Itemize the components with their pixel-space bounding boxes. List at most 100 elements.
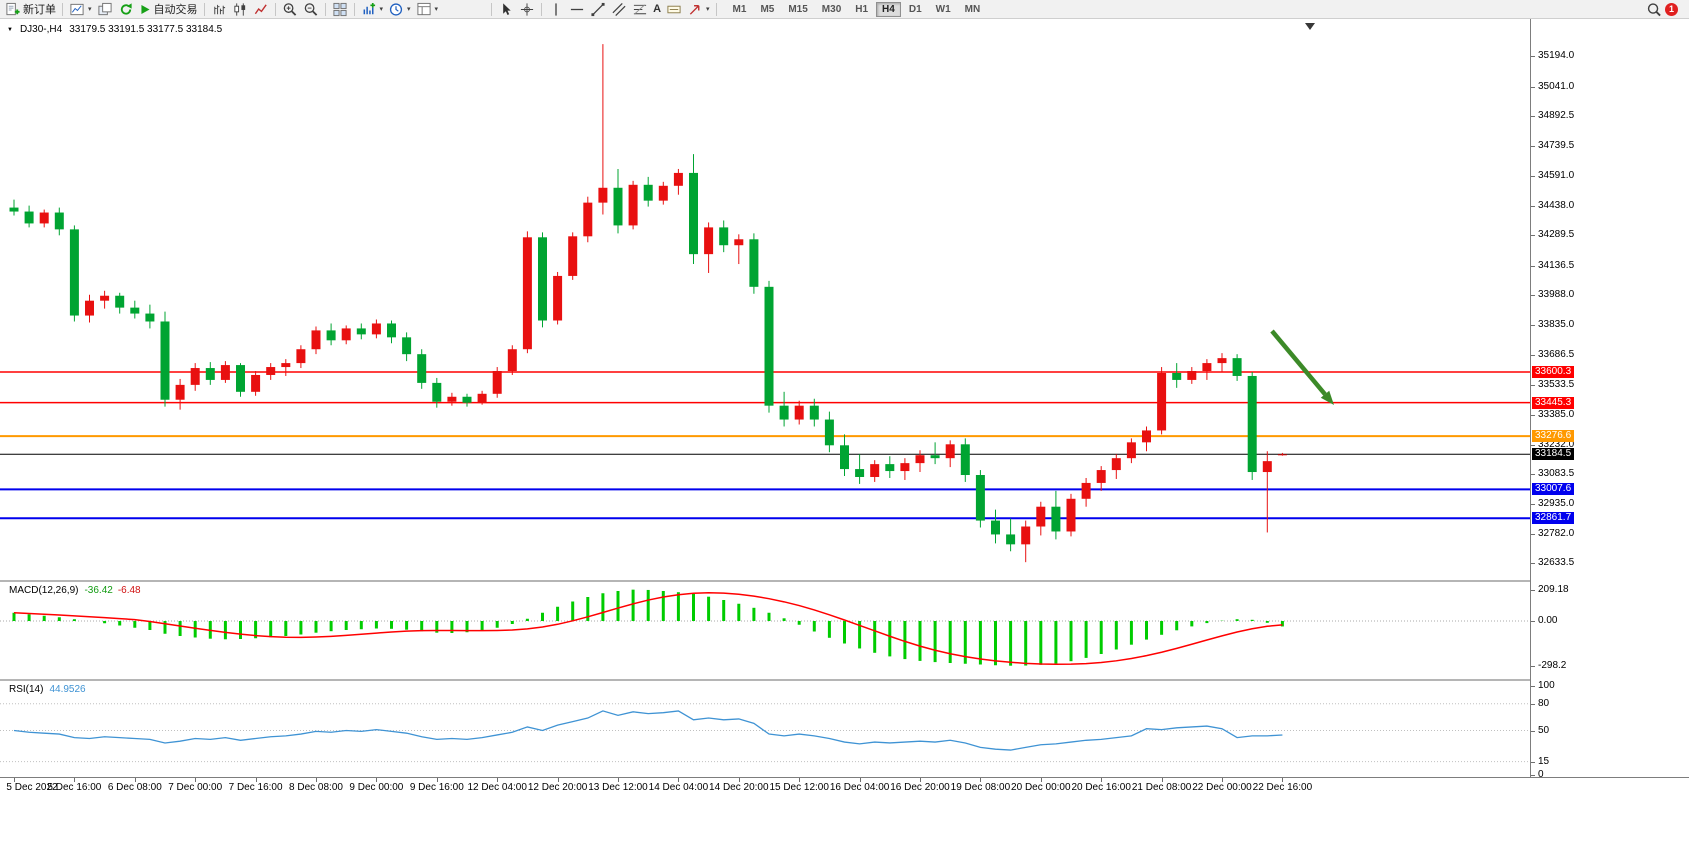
line-chart-button[interactable] xyxy=(251,1,271,18)
price-tick-label: 32935.0 xyxy=(1538,497,1575,509)
timeframe-w1-button[interactable]: W1 xyxy=(930,2,957,17)
time-axis-label: 19 Dec 08:00 xyxy=(950,782,1011,793)
panel-splitter[interactable] xyxy=(0,679,1689,681)
chevron-down-icon: ▾ xyxy=(379,5,384,13)
indicators-button[interactable]: ▾ xyxy=(359,1,386,18)
chevron-down-icon: ▾ xyxy=(706,5,710,13)
rsi-scale-label: 15 xyxy=(1538,755,1550,767)
rsi-header: RSI(14) 44.9526 xyxy=(9,684,86,695)
new-order-button[interactable]: 新订单 xyxy=(3,1,58,18)
new-chart-button[interactable]: ▾ xyxy=(67,1,94,18)
bar-chart-button[interactable] xyxy=(209,1,229,18)
macd-scale-label: 0.00 xyxy=(1538,615,1558,626)
price-tick-label: 34739.5 xyxy=(1538,140,1575,152)
price-tag-33600.3: 33600.3 xyxy=(1532,365,1575,378)
timeframe-d1-button[interactable]: D1 xyxy=(903,2,928,17)
price-tick-label: 33385.0 xyxy=(1538,408,1575,420)
toolbar-separator xyxy=(62,2,63,16)
macd-signal-value: -6.48 xyxy=(117,585,141,596)
time-axis-label: 13 Dec 12:00 xyxy=(588,782,648,793)
rsi-scale-label: 100 xyxy=(1538,680,1555,691)
timeframe-m15-button[interactable]: M15 xyxy=(782,2,813,17)
timeframe-h4-button[interactable]: H4 xyxy=(876,1,901,17)
price-tick-label: 34591.0 xyxy=(1538,169,1575,181)
time-axis-label: 21 Dec 08:00 xyxy=(1131,782,1192,793)
candles xyxy=(9,44,1287,563)
text-label-button[interactable] xyxy=(664,1,684,18)
chevron-down-icon: ▾ xyxy=(88,5,92,13)
rsi-scale-label: 0 xyxy=(1538,769,1544,780)
crosshair-button[interactable] xyxy=(517,1,537,18)
timeframe-h1-button[interactable]: H1 xyxy=(849,2,874,17)
time-axis-border xyxy=(0,777,1689,778)
bar-chart-icon xyxy=(213,4,225,14)
time-axis-label: 9 Dec 00:00 xyxy=(349,782,404,793)
fibonacci-icon xyxy=(633,3,647,15)
refresh-button[interactable] xyxy=(116,1,136,18)
vertical-line-button[interactable] xyxy=(546,1,566,18)
templates-button[interactable]: ▾ xyxy=(414,1,441,18)
macd-panel[interactable] xyxy=(0,582,1530,679)
macd-header: MACD(12,26,9) -36.42 -6.48 xyxy=(9,585,141,596)
auto-trading-button[interactable]: 自动交易 xyxy=(137,1,200,18)
zoom-out-button[interactable] xyxy=(301,1,321,18)
auto-trading-label: 自动交易 xyxy=(153,4,198,16)
chart-ohlc-values: 33179.5 33191.5 33177.5 33184.5 xyxy=(69,24,223,35)
periods-button[interactable]: ▾ xyxy=(386,1,413,18)
time-axis[interactable]: 5 Dec 2022 5 Dec 16:00 6 Dec 08:00 7 Dec 00… xyxy=(0,778,1689,798)
rsi-name: RSI(14) xyxy=(9,684,44,695)
chart-shift-marker[interactable] xyxy=(1305,23,1315,30)
timeframe-m1-button[interactable]: M1 xyxy=(727,2,753,17)
annotation-arrow[interactable] xyxy=(1270,329,1327,396)
time-axis-label: 16 Dec 20:00 xyxy=(890,782,950,793)
cursor-button[interactable] xyxy=(496,1,516,18)
time-axis-label: 5 Dec 2022 xyxy=(6,782,58,793)
price-tag-33007.6: 33007.6 xyxy=(1532,483,1575,496)
search-button[interactable] xyxy=(1644,1,1664,18)
timeframe-m5-button[interactable]: M5 xyxy=(754,2,780,17)
rsi-scale-label: 50 xyxy=(1538,724,1550,736)
horizontal-line-button[interactable] xyxy=(567,1,587,18)
new-chart-icon xyxy=(70,3,84,15)
chevron-down-icon: ▾ xyxy=(407,5,411,13)
trendline-button[interactable] xyxy=(588,1,608,18)
price-tick-label: 32782.0 xyxy=(1538,528,1575,540)
chart-symbol-period: DJ30-,H4 xyxy=(19,24,63,35)
price-tick-label: 34438.0 xyxy=(1538,200,1575,211)
time-axis-label: 20 Dec 00:00 xyxy=(1011,782,1071,793)
fibonacci-button[interactable] xyxy=(630,1,650,18)
text-tool-icon: A xyxy=(653,3,662,15)
tile-windows-button[interactable] xyxy=(330,1,350,18)
toolbar-separator xyxy=(203,2,205,16)
text-button[interactable]: A xyxy=(651,1,663,18)
price-tag-32861.7: 32861.7 xyxy=(1532,512,1575,525)
zoom-in-button[interactable] xyxy=(280,1,300,18)
notification-badge[interactable]: 1 xyxy=(1665,2,1678,16)
arrows-button[interactable]: ▾ xyxy=(685,1,712,18)
profiles-button[interactable] xyxy=(95,1,115,18)
price-chart[interactable] xyxy=(0,19,1530,580)
time-axis-label: 14 Dec 04:00 xyxy=(648,782,709,793)
price-axis[interactable]: 35194.0 35041.0 34892.5 34739.5 34591.0 34438… xyxy=(1530,19,1689,780)
zoom-in-icon xyxy=(283,2,296,16)
price-tick-label: 34892.5 xyxy=(1538,109,1575,121)
price-tick-label: 35194.0 xyxy=(1538,50,1575,62)
price-tick-label: 34136.5 xyxy=(1538,259,1575,271)
chart-header: ▼ DJ30-,H4 33179.5 33191.5 33177.5 33184… xyxy=(7,24,222,35)
symbol-dropdown-icon[interactable]: ▼ xyxy=(7,26,13,33)
crosshair-icon xyxy=(520,2,534,16)
zoom-out-icon xyxy=(304,2,317,16)
price-tick-label: 34289.5 xyxy=(1538,229,1575,241)
timeframe-mn-button[interactable]: MN xyxy=(959,2,987,17)
price-tag-33276.6: 33276.6 xyxy=(1532,430,1575,443)
clock-icon xyxy=(389,2,403,16)
panel-splitter[interactable] xyxy=(0,580,1689,582)
macd-scale-label: -298.2 xyxy=(1538,659,1567,671)
rsi-panel[interactable] xyxy=(0,681,1530,777)
candlestick-chart-button[interactable] xyxy=(230,1,250,18)
line-chart-icon xyxy=(254,3,267,14)
timeframe-m30-button[interactable]: M30 xyxy=(816,2,847,17)
channel-button[interactable] xyxy=(609,1,629,18)
templates-icon xyxy=(416,2,431,15)
search-icon xyxy=(1647,2,1661,16)
